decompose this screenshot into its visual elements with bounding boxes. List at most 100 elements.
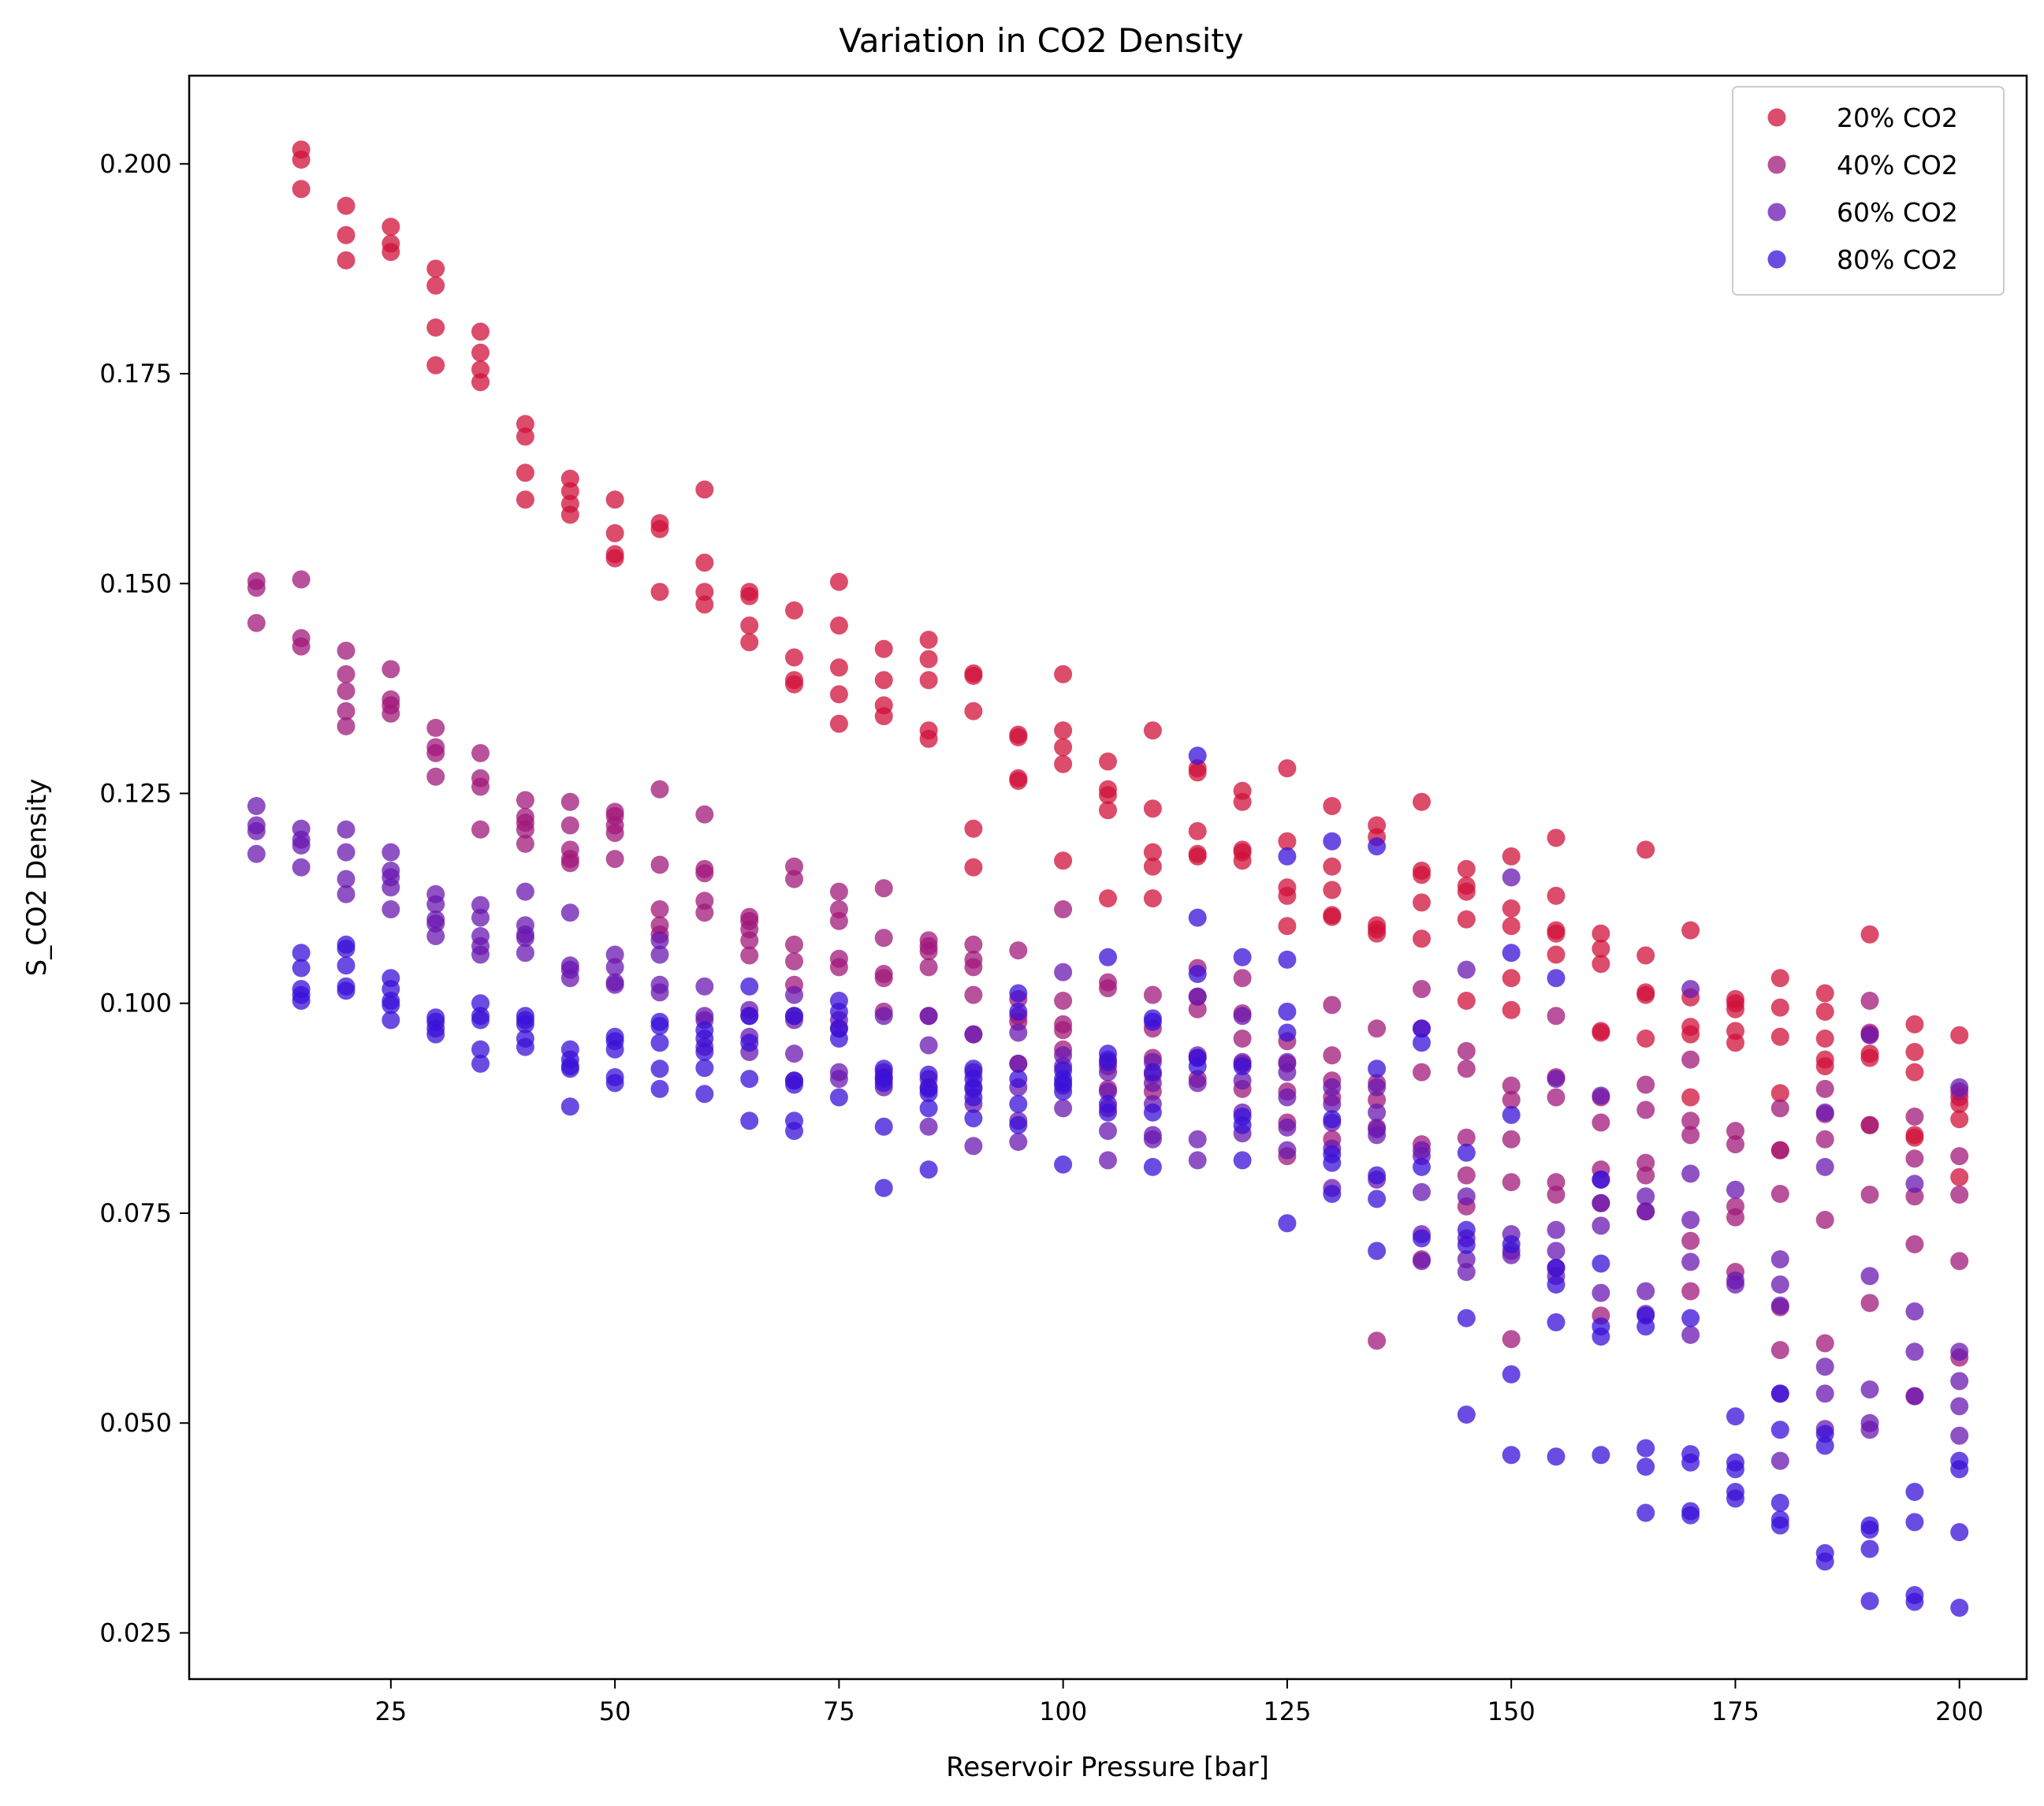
point-s1-25 xyxy=(560,505,579,524)
point-s1-164 xyxy=(1905,1043,1924,1061)
point-s2-130 xyxy=(1457,1059,1476,1078)
point-s2-29 xyxy=(560,792,579,811)
point-s3-90 xyxy=(1099,1151,1117,1170)
point-s4-97 xyxy=(1143,1063,1162,1082)
point-s4-177 xyxy=(1905,1483,1924,1501)
point-s2-40 xyxy=(650,855,669,874)
point-s2-126 xyxy=(1413,1063,1431,1082)
point-s1-9 xyxy=(382,243,400,262)
point-s4-176 xyxy=(1860,1592,1879,1611)
point-s3-40 xyxy=(605,975,624,994)
point-s2-142 xyxy=(1547,1173,1566,1192)
x-tick-label: 125 xyxy=(1263,1696,1311,1726)
point-s3-8 xyxy=(292,858,311,877)
point-s4-24 xyxy=(471,1054,490,1073)
point-s1-50 xyxy=(874,639,893,658)
point-s3-45 xyxy=(695,977,714,996)
point-s1-122 xyxy=(1502,1000,1521,1019)
point-s4-105 xyxy=(1233,948,1252,966)
point-s1-161 xyxy=(1860,1048,1879,1067)
point-s4-122 xyxy=(1368,1166,1387,1185)
point-s4-138 xyxy=(1502,1446,1521,1465)
y-tick-label: 0.125 xyxy=(99,779,172,809)
point-s4-154 xyxy=(1681,1309,1700,1328)
point-s3-125 xyxy=(1413,1252,1431,1271)
point-s3-126 xyxy=(1457,960,1476,979)
point-s3-147 xyxy=(1636,1282,1655,1301)
point-s1-145 xyxy=(1726,1000,1744,1018)
point-s2-11 xyxy=(337,717,356,735)
point-s1-138 xyxy=(1681,921,1700,940)
point-s1-65 xyxy=(1009,728,1028,747)
y-tick-label: 0.150 xyxy=(99,568,172,598)
point-s4-63 xyxy=(829,1030,848,1048)
point-s1-165 xyxy=(1905,1063,1924,1082)
point-s3-110 xyxy=(1278,1141,1297,1160)
point-s3-41 xyxy=(650,931,669,950)
point-s3-171 xyxy=(1860,1421,1879,1439)
point-s4-123 xyxy=(1368,1190,1387,1208)
point-s2-159 xyxy=(1726,1122,1744,1141)
point-s1-147 xyxy=(1726,1033,1744,1052)
point-s1-77 xyxy=(1099,889,1117,908)
point-s3-62 xyxy=(874,1007,893,1026)
point-s3-4 xyxy=(247,844,266,863)
point-s1-117 xyxy=(1457,992,1476,1010)
point-s4-99 xyxy=(1143,1157,1162,1176)
point-s2-178 xyxy=(1860,1294,1879,1313)
point-s4-126 xyxy=(1413,1033,1431,1052)
point-s2-54 xyxy=(785,857,803,876)
y-tick-label: 0.075 xyxy=(99,1198,172,1228)
point-s4-94 xyxy=(1099,1103,1117,1122)
point-s3-149 xyxy=(1681,980,1700,999)
point-s4-79 xyxy=(964,1109,983,1128)
point-s4-159 xyxy=(1726,1407,1744,1426)
point-s4-116 xyxy=(1323,1110,1342,1129)
point-s1-126 xyxy=(1547,924,1566,943)
point-s2-187 xyxy=(1950,1252,1969,1271)
point-s3-150 xyxy=(1681,1164,1700,1183)
point-s4-92 xyxy=(1099,1052,1117,1071)
point-s4-29 xyxy=(516,1037,534,1056)
point-s2-114 xyxy=(1323,996,1342,1015)
point-s1-127 xyxy=(1547,945,1566,964)
point-s2-37 xyxy=(605,824,624,843)
point-s1-172 xyxy=(1950,1167,1969,1186)
point-s1-10 xyxy=(426,259,445,278)
point-s4-135 xyxy=(1502,1105,1521,1124)
point-s1-33 xyxy=(695,480,714,499)
point-s1-6 xyxy=(337,251,356,270)
point-s3-145 xyxy=(1636,1187,1655,1206)
point-s2-181 xyxy=(1905,1187,1924,1206)
point-s2-15 xyxy=(382,704,400,723)
point-s2-44 xyxy=(695,805,714,824)
point-s3-112 xyxy=(1323,1095,1342,1113)
point-s1-94 xyxy=(1278,832,1297,851)
y-tick-label: 0.050 xyxy=(99,1408,172,1438)
point-s4-54 xyxy=(740,1112,759,1130)
chart-title: Variation in CO2 Density xyxy=(839,21,1243,60)
point-s3-71 xyxy=(964,1025,983,1044)
legend-marker xyxy=(1767,203,1786,222)
point-s1-58 xyxy=(919,729,938,748)
point-s3-1 xyxy=(247,797,266,815)
point-s4-48 xyxy=(695,1059,714,1078)
point-s1-18 xyxy=(516,415,534,434)
point-s2-41 xyxy=(650,900,669,918)
point-s3-11 xyxy=(337,869,356,888)
point-s4-7 xyxy=(337,940,356,958)
point-s4-110 xyxy=(1278,847,1297,866)
point-s2-61 xyxy=(829,911,848,930)
point-s1-78 xyxy=(1143,721,1162,740)
point-s1-148 xyxy=(1770,969,1789,988)
point-s1-81 xyxy=(1143,857,1162,876)
point-s1-158 xyxy=(1860,925,1879,944)
point-s3-130 xyxy=(1457,1263,1476,1281)
point-s1-150 xyxy=(1770,1027,1789,1046)
point-s1-84 xyxy=(1188,763,1207,782)
point-s2-76 xyxy=(964,958,983,977)
point-s2-145 xyxy=(1592,1113,1610,1132)
point-s4-172 xyxy=(1815,1552,1834,1571)
point-s4-96 xyxy=(1143,1012,1162,1031)
point-s4-19 xyxy=(426,1025,445,1044)
